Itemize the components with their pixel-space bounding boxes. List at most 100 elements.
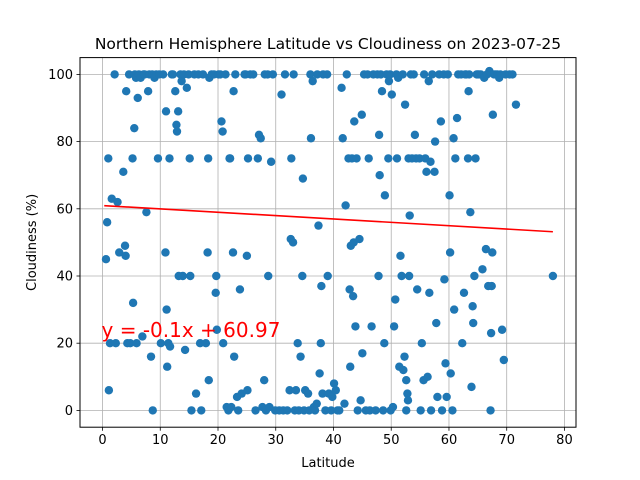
data-point xyxy=(433,392,442,402)
data-point xyxy=(138,332,147,341)
data-point xyxy=(126,339,135,348)
data-point xyxy=(133,93,142,103)
data-point xyxy=(124,70,134,79)
data-point xyxy=(212,325,222,334)
data-point xyxy=(128,154,137,163)
data-point xyxy=(204,375,213,385)
y-tick-label: 100 xyxy=(48,68,73,83)
data-point xyxy=(291,386,301,395)
data-point xyxy=(449,305,459,314)
data-point xyxy=(315,369,324,378)
data-point xyxy=(375,171,384,180)
data-point xyxy=(442,392,451,402)
data-point xyxy=(357,110,366,119)
data-point xyxy=(398,70,407,79)
data-point xyxy=(400,100,410,109)
data-point xyxy=(306,70,315,79)
data-point xyxy=(211,288,220,297)
data-point xyxy=(351,322,360,331)
data-point xyxy=(331,386,340,395)
data-point xyxy=(143,87,153,96)
data-point xyxy=(104,154,113,163)
y-tick-label: 80 xyxy=(56,135,73,150)
data-point xyxy=(423,372,432,381)
data-point xyxy=(178,271,187,281)
data-point xyxy=(235,285,245,294)
data-point xyxy=(403,389,412,398)
data-point xyxy=(195,339,205,348)
data-point xyxy=(249,70,258,79)
data-point xyxy=(355,234,364,244)
data-point xyxy=(156,339,166,348)
data-point xyxy=(266,157,276,166)
x-axis-label: Latitude xyxy=(301,456,355,471)
data-point xyxy=(172,120,181,129)
data-point xyxy=(508,70,517,79)
data-point xyxy=(384,154,393,163)
data-point xyxy=(430,137,440,146)
data-point xyxy=(218,127,227,136)
data-point xyxy=(153,154,163,163)
x-tick-label: 70 xyxy=(498,433,515,448)
data-point xyxy=(481,244,491,254)
data-point xyxy=(229,352,239,361)
data-point xyxy=(417,339,427,348)
data-point xyxy=(341,201,350,210)
data-point xyxy=(402,406,411,415)
data-point xyxy=(374,271,383,281)
data-point xyxy=(451,154,460,163)
data-point xyxy=(104,386,114,395)
data-point xyxy=(130,123,139,133)
data-point xyxy=(426,157,435,166)
data-point xyxy=(283,406,292,415)
data-point xyxy=(352,154,361,163)
chart-title: Northern Hemisphere Latitude vs Cloudine… xyxy=(95,35,561,53)
data-point xyxy=(161,248,170,257)
data-point xyxy=(101,255,111,264)
data-point xyxy=(264,271,273,281)
data-point xyxy=(441,359,450,368)
data-point xyxy=(458,339,467,348)
data-point xyxy=(259,375,269,385)
data-point xyxy=(165,154,174,163)
data-point xyxy=(231,70,240,79)
data-point xyxy=(356,396,365,405)
regression-line xyxy=(104,204,553,233)
data-point xyxy=(161,107,171,116)
data-point xyxy=(313,70,322,79)
data-point xyxy=(436,117,446,126)
data-point xyxy=(227,402,236,412)
data-point xyxy=(148,406,157,415)
data-point xyxy=(404,271,414,281)
data-point xyxy=(437,406,447,415)
data-point xyxy=(449,134,458,143)
data-point xyxy=(335,406,344,415)
data-point xyxy=(499,355,509,365)
y-tick-label: 0 xyxy=(65,404,73,419)
x-tick-label: 20 xyxy=(210,433,227,448)
data-point xyxy=(328,392,337,402)
data-point xyxy=(345,285,354,294)
data-point xyxy=(280,70,290,79)
data-point xyxy=(378,406,388,415)
data-point xyxy=(182,83,192,93)
data-point xyxy=(399,365,408,375)
data-point xyxy=(105,339,115,348)
data-point xyxy=(102,218,112,227)
data-point xyxy=(162,305,171,314)
data-point xyxy=(350,117,359,126)
data-point xyxy=(119,167,128,177)
data-point xyxy=(397,271,406,281)
data-point xyxy=(448,406,457,415)
data-point xyxy=(165,342,175,351)
data-point xyxy=(400,352,409,361)
data-point xyxy=(115,248,124,257)
data-point xyxy=(363,70,372,79)
data-point xyxy=(402,375,411,385)
data-point xyxy=(251,406,260,415)
data-point xyxy=(486,328,496,338)
data-point xyxy=(221,70,230,79)
data-point xyxy=(374,130,384,140)
data-point xyxy=(308,76,317,86)
data-point xyxy=(172,127,182,136)
